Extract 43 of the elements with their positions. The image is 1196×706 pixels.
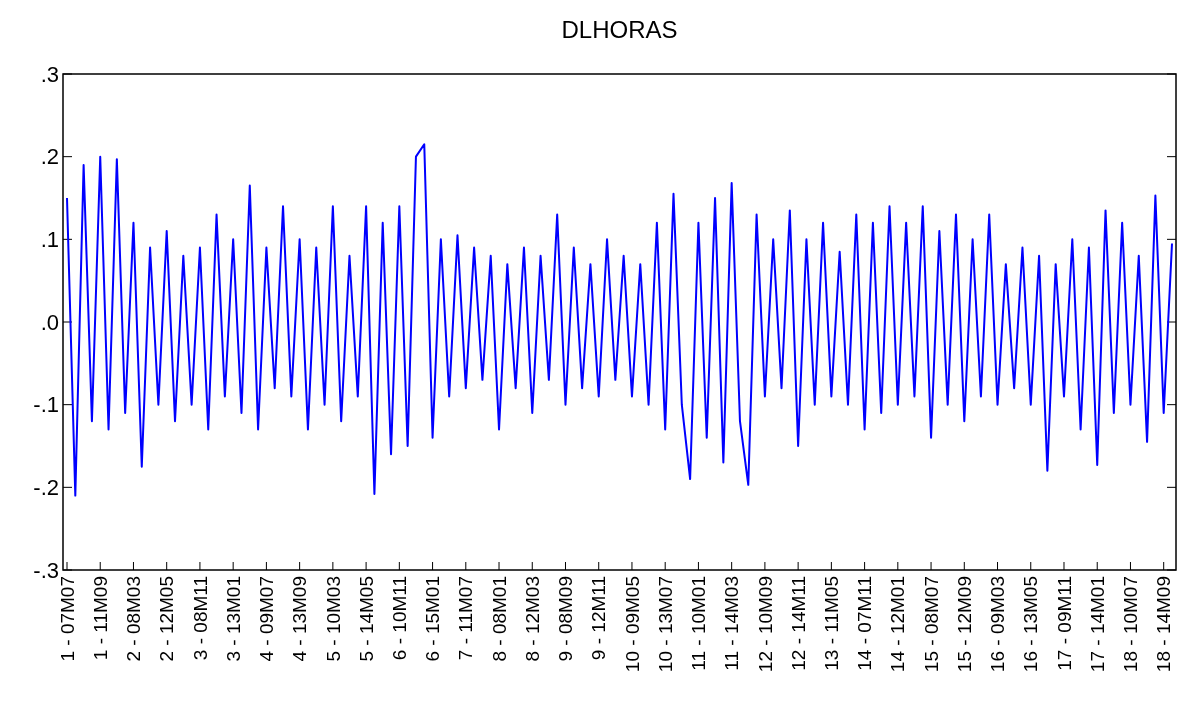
x-tick-label: 5 - 14M05 — [355, 576, 377, 662]
x-tick-label: 10 - 09M05 — [621, 576, 643, 673]
x-tick-label: 6 - 10M11 — [388, 576, 410, 661]
y-tick-label: -.1 — [33, 392, 59, 418]
x-tick-label: 18 - 14M09 — [1153, 576, 1175, 673]
x-tick-label: 17 - 09M11 — [1053, 576, 1075, 671]
x-tick-label: 8 - 12M03 — [521, 576, 543, 662]
x-tick-label: 12 - 14M11 — [787, 576, 809, 671]
x-tick-label: 17 - 14M01 — [1086, 576, 1108, 673]
x-tick-label: 15 - 12M09 — [953, 576, 975, 673]
x-tick-label: 9 - 12M11 — [588, 576, 610, 661]
line-series — [66, 143, 1173, 497]
y-tick-label: -.2 — [33, 475, 59, 501]
x-tick-label: 12 - 10M09 — [754, 576, 776, 673]
x-tick-label: 2 - 08M03 — [123, 576, 145, 662]
x-tick-label: 14 - 07M11 — [854, 576, 876, 671]
x-tick-label: 16 - 09M03 — [987, 576, 1009, 673]
x-tick-label: 11 - 10M01 — [688, 576, 710, 671]
x-tick-label: 1 - 11M09 — [89, 576, 111, 661]
x-tick-label: 11 - 14M03 — [721, 576, 743, 671]
x-tick-label: 3 - 13M01 — [222, 576, 244, 662]
x-tick-label: 4 - 13M09 — [289, 576, 311, 662]
x-tick-label: 18 - 10M07 — [1120, 576, 1142, 673]
y-tick-label: .0 — [40, 309, 59, 335]
x-tick-label: 2 - 12M05 — [156, 576, 178, 662]
x-tick-label: 4 - 09M07 — [256, 576, 278, 662]
x-tick-label: 15 - 08M07 — [920, 576, 942, 673]
x-tick-label: 16 - 13M05 — [1020, 576, 1042, 673]
y-tick-label: .2 — [40, 144, 59, 170]
x-tick-label: 8 - 08M01 — [488, 576, 510, 662]
x-tick-label: 6 - 15M01 — [422, 576, 444, 662]
x-tick-label: 13 - 11M05 — [821, 576, 843, 671]
x-tick-label: 10 - 13M07 — [654, 576, 676, 673]
x-tick-label: 7 - 11M07 — [455, 576, 477, 661]
chart-title: DLHORAS — [561, 16, 678, 43]
x-tick-label: 9 - 08M09 — [555, 576, 577, 662]
x-tick-label: 3 - 08M11 — [189, 576, 211, 661]
x-tick-label: 1 - 07M07 — [56, 576, 78, 662]
y-tick-label: .1 — [40, 227, 59, 253]
y-tick-label: -.3 — [33, 557, 59, 583]
x-tick-label: 14 - 12M01 — [887, 576, 909, 673]
x-tick-label: 5 - 10M03 — [322, 576, 344, 662]
y-tick-label: .3 — [40, 61, 59, 87]
